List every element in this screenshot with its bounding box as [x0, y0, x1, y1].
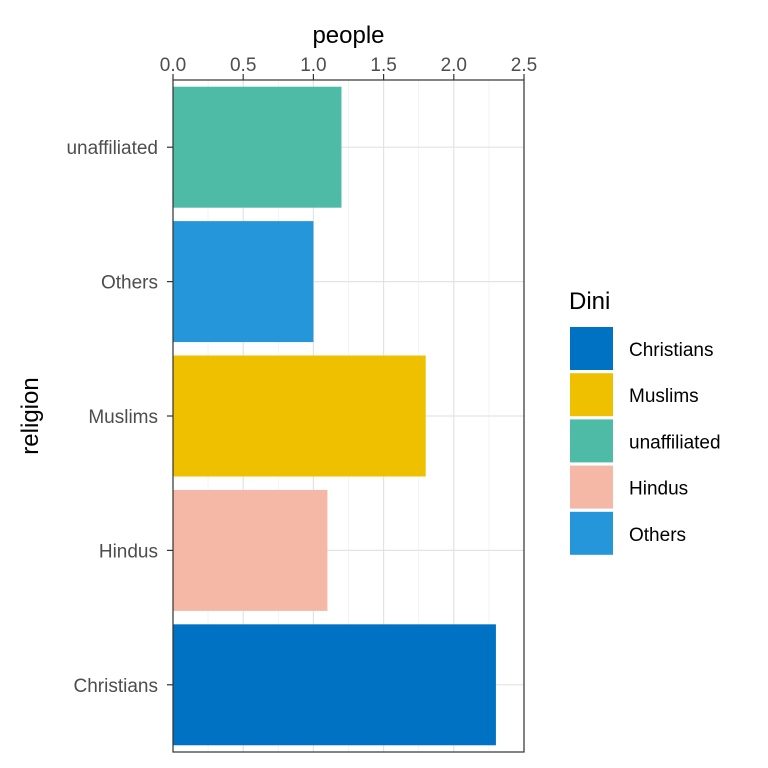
bar-christians: [173, 624, 496, 746]
legend-title: Dini: [569, 288, 610, 315]
y-tick-label: Christians: [74, 676, 158, 697]
bar-muslims: [173, 355, 426, 477]
y-tick-label: Hindus: [99, 541, 158, 562]
x-axis-title: people: [312, 22, 384, 49]
y-axis: unaffiliated Others Muslims Hindus Christian…: [66, 138, 173, 697]
legend-label: unaffiliated: [629, 432, 721, 453]
legend-key-christians: [570, 327, 613, 370]
x-tick-label: 0.0: [160, 55, 186, 76]
x-tick-label: 2.0: [441, 55, 467, 76]
x-tick-label: 2.5: [511, 55, 537, 76]
legend-label: Hindus: [629, 479, 688, 500]
y-tick-label: Muslims: [88, 407, 158, 428]
bars: [173, 86, 496, 746]
legend-key-muslims: [570, 373, 613, 417]
x-tick-label: 1.5: [370, 55, 396, 76]
x-tick-label: 0.5: [230, 55, 256, 76]
legend-label: Others: [629, 525, 686, 546]
x-tick-label: 1.0: [300, 55, 326, 76]
bar-others: [173, 221, 314, 343]
legend-label: Muslims: [629, 386, 699, 407]
legend-key-others: [570, 511, 613, 555]
legend: Dini Christians Muslims unaffiliated Hindus…: [569, 288, 721, 555]
y-tick-label: unaffiliated: [66, 138, 158, 159]
y-axis-title: religion: [17, 377, 44, 454]
bar-hindus: [173, 489, 328, 611]
legend-label: Christians: [629, 340, 713, 361]
x-axis: 0.0 0.5 1.0 1.5 2.0 2.5: [160, 55, 537, 80]
y-tick-label: Others: [101, 273, 158, 294]
legend-key-hindus: [570, 465, 613, 509]
legend-key-unaffiliated: [570, 419, 613, 463]
bar-unaffiliated: [173, 86, 342, 208]
